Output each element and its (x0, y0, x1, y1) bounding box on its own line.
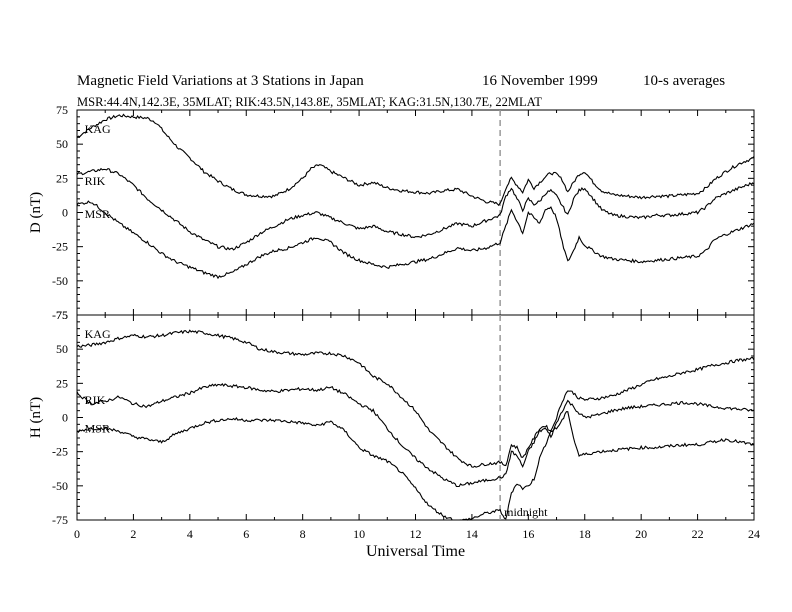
y-tick-label: -50 (52, 274, 68, 288)
y-tick-label: 50 (56, 342, 68, 356)
x-tick-label: 6 (243, 527, 249, 541)
plot-frame-2 (76, 314, 755, 521)
x-tick-label: 20 (635, 527, 647, 541)
x-tick-label: 16 (522, 527, 534, 541)
series-label-rik: RIK (85, 393, 106, 407)
y-tick-label: -25 (52, 445, 68, 459)
series-label-kag: KAG (85, 327, 111, 341)
x-tick-label: 18 (579, 527, 591, 541)
midnight-annotation: midnight (504, 505, 548, 519)
series-line-kag (76, 113, 755, 207)
y-tick-label: 25 (56, 171, 68, 185)
x-tick-label: 10 (353, 527, 365, 541)
series-line-rik (76, 167, 755, 251)
x-tick-label: 24 (748, 527, 760, 541)
x-tick-label: 4 (187, 527, 193, 541)
series-label-msr: MSR (85, 207, 110, 221)
date-label: 16 November 1999 (482, 73, 598, 89)
x-tick-label: 14 (466, 527, 478, 541)
y-axis-label: H (nT) (28, 397, 44, 438)
y-tick-label: 0 (62, 206, 68, 220)
x-tick-label: 8 (300, 527, 306, 541)
chart-title: Magnetic Field Variations at 3 Stations … (77, 73, 364, 89)
y-tick-label: 25 (56, 376, 68, 390)
y-tick-label: -75 (52, 513, 68, 527)
series-line-msr (76, 200, 755, 280)
series-label-kag: KAG (85, 122, 111, 136)
x-axis-label: Universal Time (366, 543, 465, 560)
series-label-rik: RIK (85, 174, 106, 188)
y-tick-label: -75 (52, 308, 68, 322)
series-line-rik (76, 383, 755, 488)
y-tick-label: -25 (52, 240, 68, 254)
stations-subtitle: MSR:44.4N,142.3E, 35MLAT; RIK:43.5N,143.… (77, 95, 542, 109)
y-tick-label: 75 (56, 308, 68, 322)
x-tick-label: 12 (410, 527, 422, 541)
y-tick-label: 50 (56, 137, 68, 151)
x-tick-label: 2 (130, 527, 136, 541)
series-label-msr: MSR (85, 422, 110, 436)
x-tick-label: 0 (74, 527, 80, 541)
series-line-msr (76, 411, 755, 521)
x-tick-label: 22 (692, 527, 704, 541)
series-line-kag (76, 329, 755, 468)
y-tick-label: -50 (52, 479, 68, 493)
plot-frame-1 (76, 109, 755, 316)
y-tick-label: 0 (62, 411, 68, 425)
y-tick-label: 75 (56, 103, 68, 117)
averaging-label: 10-s averages (643, 73, 726, 89)
y-axis-label: D (nT) (28, 192, 44, 233)
